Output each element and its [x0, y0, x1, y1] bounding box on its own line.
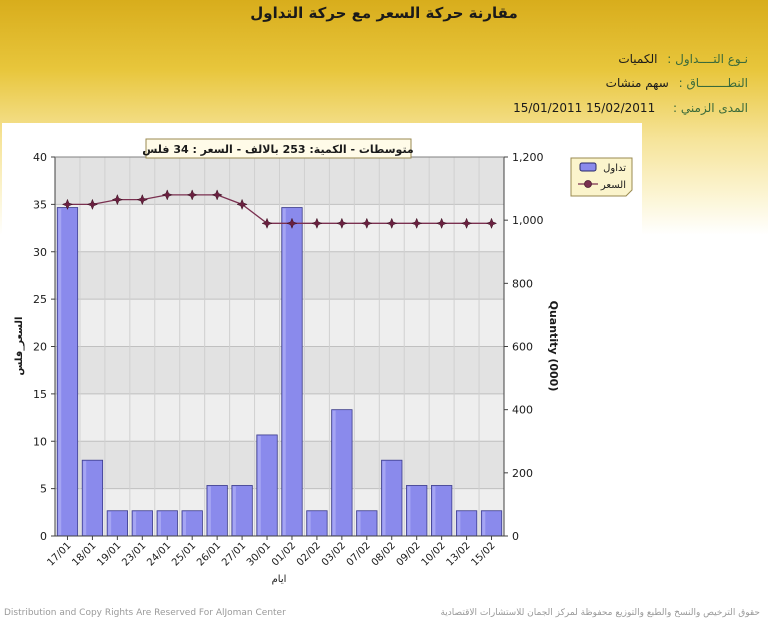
x-tick-label: 19/01	[95, 540, 123, 568]
right-tick-label: 800	[512, 277, 533, 290]
footer-copyright-ar: حقوق الترخيص والنسخ والطبع والتوزيع محفو…	[440, 608, 760, 618]
price-marker	[460, 217, 473, 230]
range-value: سهم منشات	[605, 76, 669, 90]
x-tick-label: 01/02	[270, 540, 298, 568]
volume-bar-highlight	[207, 486, 211, 535]
volume-bar-highlight	[382, 461, 386, 535]
x-tick-label: 15/02	[469, 540, 497, 568]
x-tick-label: 13/02	[445, 540, 473, 568]
right-tick-label: 1,000	[512, 214, 544, 227]
volume-bar-highlight	[133, 511, 137, 535]
x-tick-label: 17/01	[45, 540, 73, 568]
trade-type-label: نـوع التــــداول :	[667, 52, 748, 66]
volume-bar-highlight	[407, 486, 411, 535]
range-row: النطــــــــاق : سهم منشات	[606, 76, 748, 90]
price-marker	[236, 198, 248, 211]
x-tick-label: 18/01	[70, 540, 98, 568]
volume-bar-highlight	[158, 511, 162, 535]
volume-bar-highlight	[58, 208, 62, 536]
x-tick-label: 02/02	[295, 540, 323, 568]
right-tick-label: 0	[512, 530, 519, 543]
volume-bar-highlight	[83, 461, 87, 535]
right-tick-label: 400	[512, 404, 533, 417]
x-tick-label: 03/02	[320, 540, 348, 568]
right-tick-label: 200	[512, 467, 533, 480]
summary-box: متوسطات - الكمية: 253 بالالف - السعر : 3…	[142, 138, 414, 159]
left-tick-label: 15	[33, 388, 47, 401]
left-tick-label: 30	[33, 246, 47, 259]
right-tick-label: 600	[512, 341, 533, 354]
price-line	[61, 189, 498, 230]
x-tick-label: 24/01	[145, 540, 173, 568]
left-axis-title: السعر_فلس	[14, 317, 25, 376]
volume-bar-highlight	[432, 486, 436, 535]
legend-line-label: السعر	[600, 180, 626, 191]
price-marker	[435, 217, 448, 230]
price-marker	[311, 217, 323, 230]
x-axis-title: ايام	[272, 574, 287, 585]
left-tick-label: 25	[33, 293, 47, 306]
x-tick-label: 07/02	[345, 540, 373, 568]
legend-line-marker	[584, 180, 592, 188]
price-marker	[211, 189, 223, 201]
period-row: المدى الزمني : 15/01/2011 15/02/2011	[513, 101, 748, 115]
price-marker	[186, 189, 198, 201]
left-tick-label: 35	[33, 198, 47, 211]
x-tick-label: 10/02	[420, 540, 448, 568]
period-value: 15/01/2011 15/02/2011	[513, 101, 656, 115]
volume-bar-highlight	[457, 511, 461, 535]
price-marker	[111, 193, 124, 206]
price-marker	[61, 198, 74, 211]
price-marker	[261, 217, 273, 230]
legend-bar-label: تداول	[603, 163, 626, 174]
volume-bar-highlight	[482, 511, 486, 535]
legend-bar-swatch	[579, 162, 597, 172]
range-label: النطــــــــاق :	[678, 76, 748, 90]
right-tick-label: 1,200	[512, 151, 544, 164]
summary-label: متوسطات - الكمية: 253 بالالف - السعر : 3…	[142, 143, 414, 156]
x-tick-label: 23/01	[120, 540, 148, 568]
x-tick-label: 30/01	[245, 540, 273, 568]
price-marker	[286, 217, 298, 230]
right-axis-title: Quantity (000)	[547, 301, 560, 392]
legend: تداول السعر	[570, 157, 633, 197]
left-tick-label: 40	[33, 151, 47, 164]
left-tick-label: 0	[40, 530, 47, 543]
trade-type-row: نـوع التــــداول : الكميات	[618, 52, 748, 66]
left-tick-label: 20	[33, 341, 47, 354]
price-marker	[136, 193, 148, 206]
footer-copyright-en: Distribution and Copy Rights Are Reserve…	[4, 608, 286, 618]
x-tick-label: 25/01	[170, 540, 198, 568]
volume-bar-highlight	[332, 410, 336, 535]
price-marker	[161, 189, 173, 201]
volume-bar-highlight	[108, 511, 112, 535]
period-label: المدى الزمني :	[673, 101, 748, 115]
trade-type-value: الكميات	[618, 52, 658, 66]
price-marker	[361, 217, 373, 230]
page-title: مقارنة حركة السعر مع حركة التداول	[250, 4, 518, 22]
volume-bar-highlight	[182, 511, 186, 535]
price-marker	[86, 198, 99, 211]
x-tick-label: 26/01	[195, 540, 223, 568]
x-tick-label: 27/01	[220, 540, 248, 568]
x-tick-label: 08/02	[370, 540, 398, 568]
price-marker	[336, 217, 348, 230]
price-marker	[386, 217, 398, 230]
left-tick-label: 5	[40, 483, 47, 496]
volume-bar-highlight	[357, 511, 361, 535]
x-tick-label: 09/02	[395, 540, 423, 568]
price-marker	[411, 217, 423, 230]
volume-bar-highlight	[307, 511, 311, 535]
volume-bar-highlight	[232, 486, 236, 535]
left-tick-label: 10	[33, 435, 47, 448]
volume-bar-highlight	[282, 208, 286, 536]
volume-bar-highlight	[257, 435, 261, 535]
price-marker	[485, 217, 498, 230]
